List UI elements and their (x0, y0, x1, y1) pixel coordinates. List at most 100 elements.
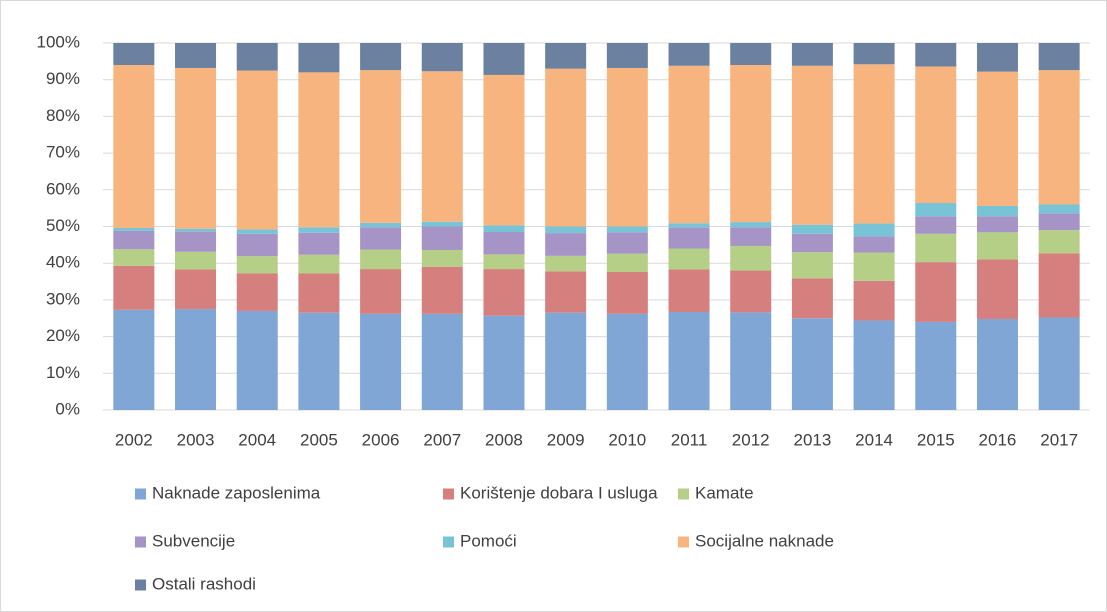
x-tick-label: 2011 (671, 430, 708, 449)
bar-segment (421, 71, 463, 222)
bar-segment (976, 43, 1018, 72)
bar-segment (606, 272, 648, 314)
y-tick-label: 70% (46, 143, 80, 162)
bar-segment (236, 233, 278, 257)
bar-segment (730, 270, 772, 313)
bar-segment (791, 233, 833, 253)
bar-segment (175, 251, 217, 270)
bar-segment (668, 223, 710, 228)
bar-segment (298, 72, 340, 228)
bar-segment (668, 43, 710, 66)
legend-label: Kamate (695, 483, 754, 502)
bar-segment (113, 309, 155, 410)
legend-swatch (443, 488, 454, 500)
bar-segment (853, 280, 895, 321)
bar-segment (606, 313, 648, 410)
x-tick-label: 2002 (115, 430, 153, 449)
bar-segment (175, 43, 217, 68)
bar-segment (853, 320, 895, 410)
bar-segment (915, 321, 957, 410)
bar-segment (606, 253, 648, 273)
bar-segment (236, 229, 278, 234)
y-tick-label: 90% (46, 69, 80, 88)
bar-segment (791, 65, 833, 225)
bar-segment (1038, 253, 1080, 318)
bar-segment (113, 265, 155, 310)
bar-segment (298, 232, 340, 255)
bar-segment (668, 227, 710, 249)
bar-segment (545, 68, 587, 227)
bar-segment (360, 313, 402, 410)
bar-segment (606, 226, 648, 233)
bar-segment (976, 232, 1018, 260)
bar-segment (853, 64, 895, 224)
y-tick-label: 10% (46, 363, 80, 382)
x-tick-label: 2008 (485, 430, 523, 449)
bar-segment (236, 256, 278, 274)
x-tick-label: 2015 (917, 430, 955, 449)
bar-segment (853, 43, 895, 65)
bar-segment (298, 43, 340, 73)
bar-segment (360, 70, 402, 223)
bar-segment (730, 222, 772, 228)
x-tick-label: 2010 (608, 430, 646, 449)
bar-segment (668, 269, 710, 313)
bar-segment (791, 278, 833, 319)
x-tick-label: 2013 (793, 430, 831, 449)
bar-segment (915, 66, 957, 204)
bar-segment (175, 309, 217, 410)
bar-segment (360, 222, 402, 228)
bar-segment (236, 273, 278, 311)
bar-segment (175, 231, 217, 252)
bar-segment (791, 252, 833, 279)
bar-segment (545, 271, 587, 313)
bar-segment (360, 249, 402, 270)
bar-segment (606, 67, 648, 227)
bar-segment (606, 232, 648, 254)
bar-segment (360, 269, 402, 314)
x-tick-label: 2004 (238, 430, 276, 449)
bar-segment (421, 266, 463, 314)
bar-segment (113, 249, 155, 266)
bar-segment (853, 236, 895, 253)
bar-segment (976, 318, 1018, 410)
bar-segment (545, 255, 587, 272)
bar-segment (668, 312, 710, 410)
bar-segment (360, 43, 402, 71)
bar-segment (853, 252, 895, 281)
bar-segment (976, 205, 1018, 217)
y-tick-label: 50% (46, 216, 80, 235)
bar-segment (915, 262, 957, 322)
x-tick-label: 2016 (979, 430, 1017, 449)
bar-segment (175, 67, 217, 229)
bar-segment (1038, 213, 1080, 231)
bar-segment (483, 74, 525, 226)
legend-label: Subvencije (152, 531, 235, 550)
x-tick-label: 2017 (1040, 430, 1078, 449)
y-tick-label: 60% (46, 179, 80, 198)
bar-segment (730, 245, 772, 271)
bar-segment (113, 230, 155, 250)
legend-swatch (443, 536, 454, 548)
y-tick-label: 20% (46, 326, 80, 345)
bar-segment (976, 71, 1018, 206)
legend-swatch (135, 579, 146, 591)
bar-segment (1038, 70, 1080, 205)
bar-segment (1038, 230, 1080, 254)
bar-segment (483, 269, 525, 316)
x-tick-label: 2007 (423, 430, 461, 449)
x-tick-label: 2009 (547, 430, 585, 449)
bar-segment (915, 216, 957, 234)
bar-segment (668, 65, 710, 224)
y-tick-label: 40% (46, 253, 80, 272)
y-tick-label: 100% (37, 32, 80, 51)
bar-segment (545, 226, 587, 234)
bar-segment (175, 269, 217, 310)
bar-segment (421, 313, 463, 410)
bar-segment (113, 227, 155, 231)
legend-label: Naknade zaposlenima (152, 483, 321, 502)
legend-label: Socijalne naknade (695, 531, 834, 550)
y-tick-label: 80% (46, 106, 80, 125)
